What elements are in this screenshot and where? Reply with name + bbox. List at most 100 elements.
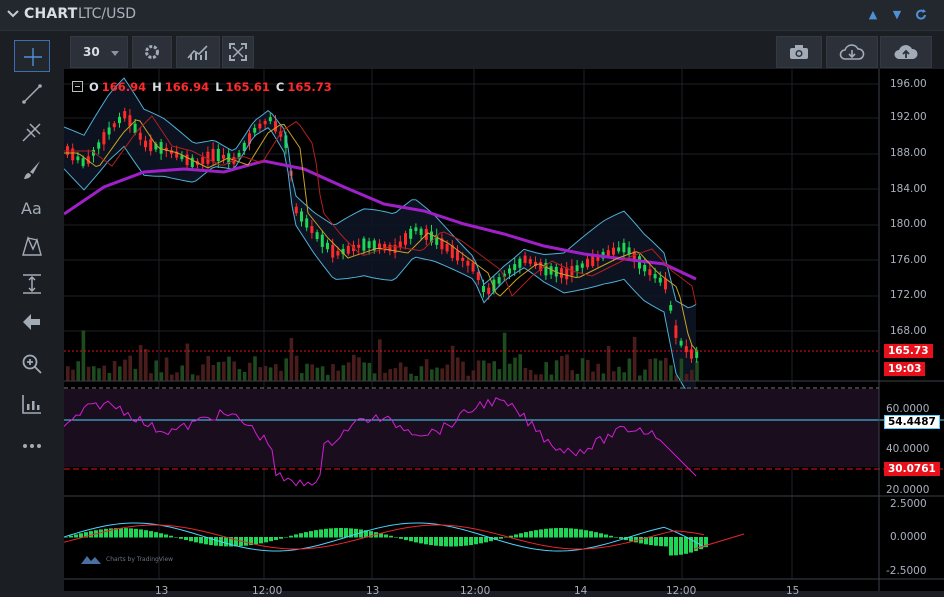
remove-drawings-tool[interactable] <box>14 306 50 338</box>
volume-bar <box>445 364 450 381</box>
candle-body <box>310 226 314 233</box>
volume-bar <box>544 362 548 381</box>
candle-body <box>170 150 173 154</box>
macd-histogram-bar <box>204 537 208 545</box>
volume-bar <box>534 374 538 381</box>
volume-bar <box>554 360 559 381</box>
pitchfork-tool[interactable] <box>14 116 50 148</box>
candle-body <box>388 244 392 252</box>
macd-tick: 0.0000 <box>890 531 927 543</box>
macd-histogram-bar <box>704 537 708 548</box>
interval-select[interactable]: 30 <box>70 36 128 68</box>
move-up-icon[interactable]: ▲ <box>868 8 878 21</box>
slow-ma-line <box>64 115 697 305</box>
load-layout-button[interactable] <box>826 36 878 68</box>
trend-line-tool[interactable] <box>14 78 50 110</box>
volume-bar <box>86 366 91 381</box>
price-tick: 168.00 <box>890 325 927 337</box>
macd-histogram-bar <box>169 535 173 538</box>
collapse-legend-icon[interactable] <box>72 81 83 92</box>
price-scale-tool[interactable] <box>14 388 50 420</box>
volume-bar <box>284 358 288 381</box>
volume-bar <box>591 371 595 381</box>
volume-bar <box>112 361 117 381</box>
candle-body <box>378 243 381 250</box>
fullscreen-icon <box>229 43 247 61</box>
macd-histogram-bar <box>434 537 438 546</box>
chart-canvas[interactable] <box>64 69 944 591</box>
candle-body <box>300 211 303 222</box>
crosshair-tool[interactable] <box>14 40 50 72</box>
candle-body <box>97 142 101 149</box>
macd-histogram-bar <box>634 537 638 543</box>
volume-bar <box>601 373 606 381</box>
gear-icon <box>145 45 159 59</box>
macd-histogram-bar <box>109 528 113 538</box>
volume-bar <box>560 356 564 381</box>
candle-body <box>414 227 418 232</box>
refresh-icon[interactable] <box>914 8 928 22</box>
candle-body <box>102 132 106 145</box>
fullscreen-button[interactable] <box>222 36 254 68</box>
close-label: C <box>275 80 285 94</box>
volume-bar <box>414 375 418 381</box>
drawing-toolbar: Aa <box>0 36 64 591</box>
volume-bar <box>346 362 351 381</box>
volume-bar <box>409 373 413 381</box>
candle-body <box>580 263 584 268</box>
pattern-tool[interactable] <box>14 230 50 262</box>
candle-body <box>123 111 127 119</box>
candle-body <box>513 264 517 271</box>
symbol-pair: LTC/USD <box>78 6 137 22</box>
chart-area[interactable]: O 166.94 H 166.94 L 165.61 C 165.73 196.00 192.… <box>64 69 944 597</box>
brush-tool[interactable] <box>14 154 50 186</box>
macd-histogram-bar <box>464 537 468 546</box>
candle-body <box>149 139 153 152</box>
volume-bar <box>133 368 138 381</box>
cloud-upload-icon <box>894 45 918 59</box>
text-tool[interactable]: Aa <box>14 192 50 224</box>
macd-histogram-bar <box>569 528 573 538</box>
volume-bar <box>575 373 580 381</box>
volume-bar <box>237 369 242 381</box>
measure-tool[interactable] <box>14 268 50 300</box>
macd-histogram-bar <box>409 537 413 542</box>
zoom-tool[interactable] <box>14 348 50 380</box>
macd-tick: -2.5000 <box>886 565 927 577</box>
volume-bar <box>669 365 673 381</box>
candle-body <box>274 121 277 132</box>
volume-bar <box>471 370 476 381</box>
candle-body <box>180 155 184 160</box>
macd-tick: 2.5000 <box>890 498 927 510</box>
snapshot-button[interactable] <box>776 36 822 68</box>
macd-histogram-bar <box>99 529 103 538</box>
settings-button[interactable] <box>132 36 172 68</box>
macd-histogram-bar <box>234 537 238 547</box>
macd-histogram-bar <box>699 537 703 550</box>
macd-histogram-bar <box>149 531 153 538</box>
macd-histogram-bar <box>154 532 158 538</box>
macd-histogram-bar <box>639 537 643 544</box>
more-tools[interactable] <box>14 430 50 462</box>
macd-histogram-bar <box>74 534 78 538</box>
candle-body <box>346 245 350 254</box>
move-down-icon[interactable]: ▼ <box>892 8 902 21</box>
volume-bar <box>185 343 190 381</box>
macd-histogram-bar <box>584 530 588 538</box>
macd-histogram-bar <box>474 537 478 545</box>
candle-body <box>294 206 298 214</box>
macd-histogram-bar <box>369 531 373 538</box>
candle-body <box>528 259 532 264</box>
low-value: 165.61 <box>225 80 270 94</box>
indicators-button[interactable] <box>176 36 220 68</box>
volume-bar <box>159 372 164 381</box>
collapse-chevron-icon[interactable] <box>6 7 20 21</box>
volume-bar <box>352 354 356 381</box>
save-layout-button[interactable] <box>880 36 932 68</box>
macd-histogram-bar <box>629 537 633 542</box>
volume-bar <box>305 363 309 381</box>
volume-bar <box>227 356 231 381</box>
candle-body <box>487 287 491 294</box>
volume-bar <box>648 359 652 381</box>
macd-histogram-bar <box>334 528 338 538</box>
